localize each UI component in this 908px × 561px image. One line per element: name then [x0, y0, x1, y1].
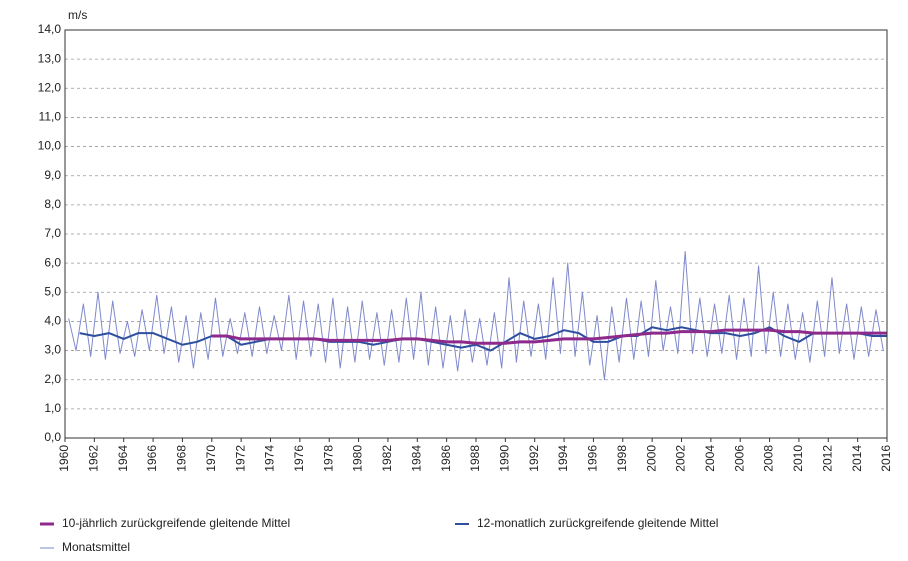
series-line	[211, 328, 887, 345]
x-tick-label: 2016	[879, 445, 893, 472]
y-tick-label: 0,0	[44, 430, 61, 444]
x-tick-label: 2008	[762, 445, 776, 472]
y-tick-label: 10,0	[38, 139, 62, 153]
y-tick-label: 8,0	[44, 197, 61, 211]
y-tick-label: 5,0	[44, 284, 61, 298]
x-tick-label: 1966	[145, 445, 159, 472]
x-tick-label: 1974	[263, 445, 277, 472]
x-tick-label: 1996	[586, 445, 600, 472]
legend-label: 10-jährlich zurückgreifende gleitende Mi…	[62, 516, 290, 530]
y-tick-label: 11,0	[39, 110, 62, 124]
x-tick-label: 1962	[87, 445, 101, 472]
x-tick-label: 1984	[409, 445, 423, 472]
x-tick-label: 1964	[116, 445, 130, 472]
x-tick-label: 1998	[615, 445, 629, 472]
y-tick-label: 3,0	[44, 343, 61, 357]
x-tick-label: 1990	[498, 445, 512, 472]
y-axis-unit: m/s	[68, 8, 87, 22]
x-tick-label: 2004	[703, 445, 717, 472]
x-tick-label: 1978	[321, 445, 335, 472]
series-line	[68, 250, 884, 381]
x-tick-label: 2006	[732, 445, 746, 472]
y-tick-label: 13,0	[38, 51, 62, 65]
x-tick-label: 2014	[850, 445, 864, 472]
x-tick-label: 1980	[351, 445, 365, 472]
y-tick-label: 7,0	[44, 226, 61, 240]
x-tick-label: 1986	[439, 445, 453, 472]
legend-label: 12-monatlich zurückgreifende gleitende M…	[477, 516, 718, 530]
x-tick-label: 1972	[233, 445, 247, 472]
y-tick-label: 2,0	[44, 372, 61, 386]
x-tick-label: 1968	[175, 445, 189, 472]
y-tick-label: 12,0	[38, 80, 62, 94]
x-tick-label: 1960	[57, 445, 71, 472]
x-tick-label: 2012	[820, 445, 834, 472]
x-tick-label: 1992	[527, 445, 541, 472]
y-tick-label: 1,0	[44, 401, 61, 415]
x-tick-label: 1994	[556, 445, 570, 472]
x-tick-label: 1982	[380, 445, 394, 472]
legend-label: Monatsmittel	[62, 540, 130, 554]
y-tick-label: 4,0	[44, 314, 61, 328]
x-tick-label: 1988	[468, 445, 482, 472]
y-tick-label: 14,0	[38, 22, 62, 36]
y-tick-label: 9,0	[44, 168, 61, 182]
plot-frame	[64, 29, 888, 439]
x-tick-label: 1976	[292, 445, 306, 472]
x-tick-label: 2002	[674, 445, 688, 472]
x-tick-label: 1970	[204, 445, 218, 472]
y-tick-label: 6,0	[44, 255, 61, 269]
x-tick-label: 2000	[644, 445, 658, 472]
x-tick-label: 2010	[791, 445, 805, 472]
